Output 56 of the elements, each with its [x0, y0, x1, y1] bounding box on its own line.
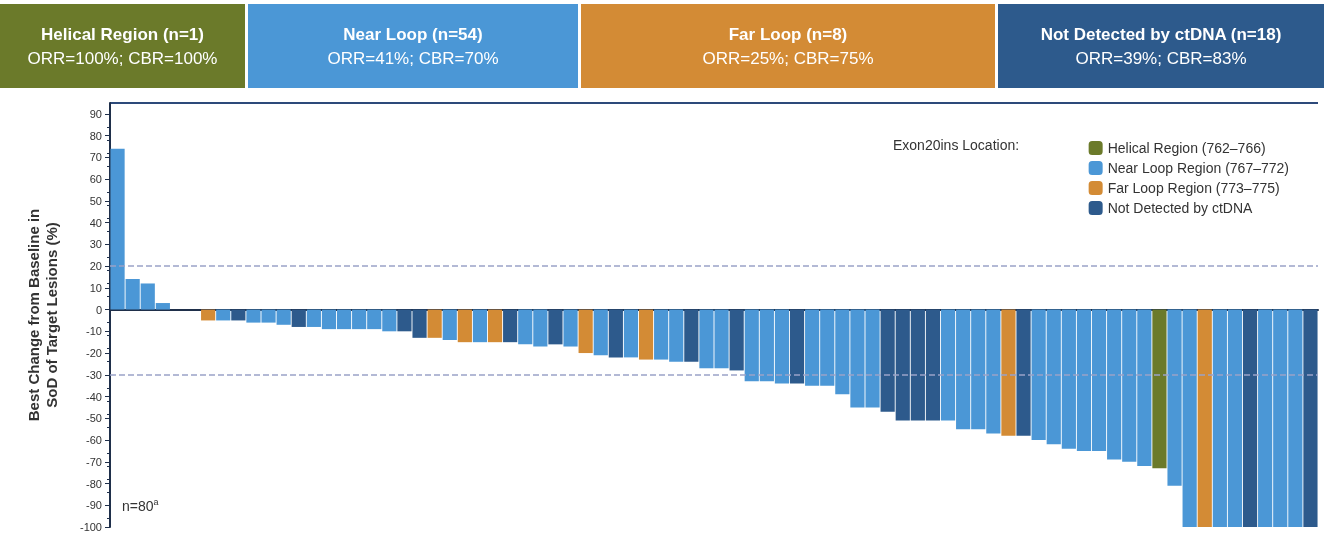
bar — [789, 309, 805, 384]
bar — [1242, 309, 1258, 527]
bar — [231, 309, 246, 321]
bar — [291, 309, 306, 327]
bar — [578, 309, 593, 354]
bar — [623, 309, 639, 358]
y-tick-label: 70 — [89, 151, 102, 164]
y-tick-label: -100 — [79, 521, 102, 533]
y-tick-label: -20 — [86, 347, 102, 360]
bar — [457, 309, 472, 343]
y-tick-label: -70 — [86, 455, 102, 468]
y-tick-label: -80 — [86, 477, 102, 490]
bar — [548, 309, 563, 345]
legend-label: Helical Region (762–766) — [1107, 140, 1266, 156]
legend-label: Far Loop Region (773–775) — [1107, 180, 1280, 196]
bar — [201, 309, 216, 321]
text: Not Detected by ctDNA (n=18) ORR=39%; CBR=83% — [1040, 24, 1282, 68]
legend-label: Near Loop Region (767–772) — [1107, 160, 1290, 176]
y-tick-label: 90 — [89, 107, 102, 120]
bar — [1001, 309, 1016, 436]
bar — [487, 309, 503, 343]
y-tick-label: 10 — [89, 281, 102, 294]
y-tick-label: 50 — [89, 194, 102, 207]
y-axis-title: Best Change from Baseline in SoD of Target Lesions (%) — [24, 208, 60, 422]
y-tick-label: 40 — [89, 216, 102, 229]
y-tick-label: 80 — [89, 129, 102, 142]
bar — [1152, 309, 1167, 469]
bar — [593, 309, 608, 356]
bar — [472, 309, 488, 343]
y-tick-label: -30 — [86, 368, 102, 381]
bar — [684, 309, 699, 362]
bar — [427, 309, 442, 338]
y-tick-label: -90 — [86, 499, 102, 512]
y-tick-label: -50 — [86, 412, 102, 425]
bar — [563, 309, 578, 347]
text: Far Loop (n=8) ORR=25%; CBR=75% — [702, 24, 874, 68]
y-tick-label: -10 — [86, 325, 102, 338]
bar — [729, 309, 744, 371]
bar — [608, 309, 623, 358]
bar — [1197, 309, 1212, 527]
y-tick-label: 20 — [89, 260, 102, 273]
bar — [442, 309, 457, 341]
y-tick-label: -60 — [86, 434, 102, 447]
bar — [216, 309, 231, 321]
legend-title: Exon20ins Location: — [893, 137, 1020, 153]
bar — [503, 309, 518, 343]
text: Near Loop (n=54) ORR=41%; CBR=70% — [327, 24, 499, 68]
bar — [638, 309, 654, 360]
bar — [1016, 309, 1031, 436]
y-tick-label: 60 — [89, 173, 102, 186]
bar — [1303, 309, 1318, 527]
y-tick-label: -40 — [86, 390, 102, 403]
text: Helical Region (n=1) ORR=100%; CBR=100% — [27, 24, 218, 68]
y-tick-label: 30 — [89, 238, 102, 251]
y-tick-label: 0 — [95, 303, 102, 316]
legend-label: Not Detected by ctDNA — [1107, 200, 1254, 216]
